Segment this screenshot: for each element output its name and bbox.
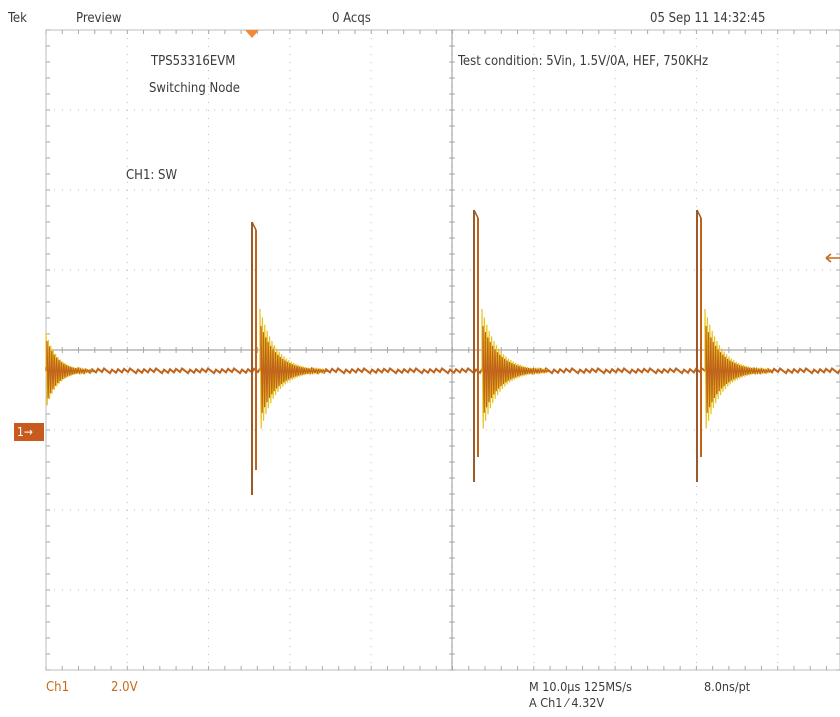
acquisition-count: 0 Acqs [332,11,371,26]
sample-interval-readout: 8.0ns/pt [704,679,751,694]
volts-per-div: 2.0V [111,680,138,695]
ringing-burst [46,340,96,399]
trigger-readout: A Ch1 ⁄ 4.32V [529,695,605,710]
arrow-right-icon: → [23,425,33,439]
ringing-burst [705,325,773,413]
edge-overshoot [696,209,702,219]
waveform-trace [45,209,840,495]
board-label: TPS53316EVM [151,54,236,69]
trigger-position-icon [245,30,259,38]
brand-label: Tek [8,11,27,26]
trigger-level-arrow-icon [825,253,840,263]
ringing-burst [482,325,550,413]
channel1-marker-label: 1 [17,425,24,439]
timestamp: 05 Sep 11 14:32:45 [650,11,766,26]
cursor-handles [245,30,840,263]
ringing-burst [260,325,328,413]
footer-channel: Ch1 [46,680,70,695]
test-condition-label: Test condition: 5Vin, 1.5V/0A, HEF, 750K… [458,54,709,69]
edge-overshoot [251,221,257,231]
node-label: Switching Node [149,81,240,96]
channel1-ground-marker[interactable]: 1→ [14,423,44,441]
graticule [45,29,840,671]
mode-label: Preview [76,11,122,26]
channel-annotation: CH1: SW [126,168,178,183]
timebase-readout: M 10.0µs 125MS/s [529,679,632,694]
edge-overshoot [473,209,479,219]
